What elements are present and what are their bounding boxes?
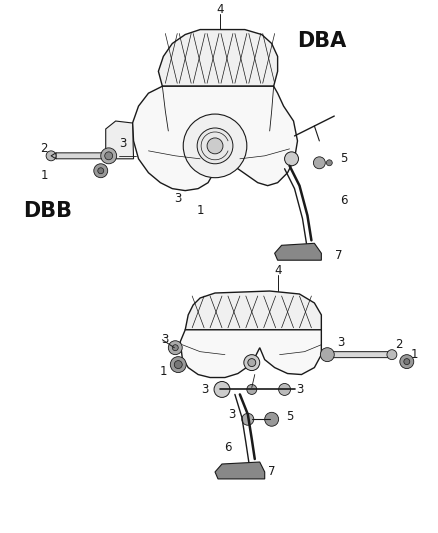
Circle shape bbox=[314, 157, 325, 169]
Text: 3: 3 bbox=[201, 383, 209, 396]
Text: 1: 1 bbox=[159, 365, 167, 378]
Circle shape bbox=[404, 359, 410, 365]
Circle shape bbox=[320, 348, 334, 361]
Text: 3: 3 bbox=[228, 408, 236, 421]
Text: 3: 3 bbox=[175, 192, 182, 205]
Circle shape bbox=[174, 361, 182, 369]
Polygon shape bbox=[133, 86, 297, 191]
Text: 5: 5 bbox=[286, 410, 293, 423]
Polygon shape bbox=[180, 330, 321, 377]
Text: 5: 5 bbox=[340, 152, 348, 165]
Circle shape bbox=[170, 357, 186, 373]
Text: 1: 1 bbox=[196, 204, 204, 217]
Text: 6: 6 bbox=[224, 441, 232, 454]
Text: 4: 4 bbox=[216, 3, 224, 16]
Circle shape bbox=[98, 168, 104, 174]
Circle shape bbox=[400, 354, 414, 369]
Polygon shape bbox=[327, 352, 392, 358]
Polygon shape bbox=[185, 291, 321, 330]
Text: 6: 6 bbox=[340, 194, 348, 207]
Circle shape bbox=[247, 384, 257, 394]
Polygon shape bbox=[275, 243, 321, 260]
Text: DBA: DBA bbox=[297, 31, 346, 52]
Circle shape bbox=[387, 350, 397, 360]
Text: 3: 3 bbox=[119, 138, 126, 150]
Text: 3: 3 bbox=[296, 383, 303, 396]
Text: 4: 4 bbox=[274, 264, 281, 277]
Circle shape bbox=[101, 148, 117, 164]
Text: 7: 7 bbox=[268, 465, 276, 479]
Text: 3: 3 bbox=[162, 333, 169, 346]
Circle shape bbox=[265, 413, 279, 426]
Circle shape bbox=[279, 383, 290, 395]
Circle shape bbox=[214, 382, 230, 398]
Polygon shape bbox=[106, 121, 134, 159]
Circle shape bbox=[168, 341, 182, 354]
Circle shape bbox=[326, 160, 332, 166]
Circle shape bbox=[46, 151, 56, 161]
Text: 1: 1 bbox=[40, 169, 48, 182]
Circle shape bbox=[242, 413, 254, 425]
Text: DBB: DBB bbox=[23, 201, 72, 221]
Circle shape bbox=[183, 114, 247, 177]
Circle shape bbox=[244, 354, 260, 370]
Polygon shape bbox=[56, 153, 109, 159]
Text: 1: 1 bbox=[411, 348, 418, 361]
Circle shape bbox=[285, 152, 298, 166]
Circle shape bbox=[248, 359, 256, 367]
Circle shape bbox=[207, 138, 223, 154]
Circle shape bbox=[197, 128, 233, 164]
Polygon shape bbox=[159, 29, 278, 86]
Text: 7: 7 bbox=[336, 249, 343, 262]
Text: 3: 3 bbox=[338, 336, 345, 349]
Text: 2: 2 bbox=[40, 142, 48, 155]
Circle shape bbox=[105, 152, 113, 160]
Circle shape bbox=[172, 345, 178, 351]
Polygon shape bbox=[215, 462, 265, 479]
Text: 2: 2 bbox=[395, 338, 403, 351]
Circle shape bbox=[94, 164, 108, 177]
